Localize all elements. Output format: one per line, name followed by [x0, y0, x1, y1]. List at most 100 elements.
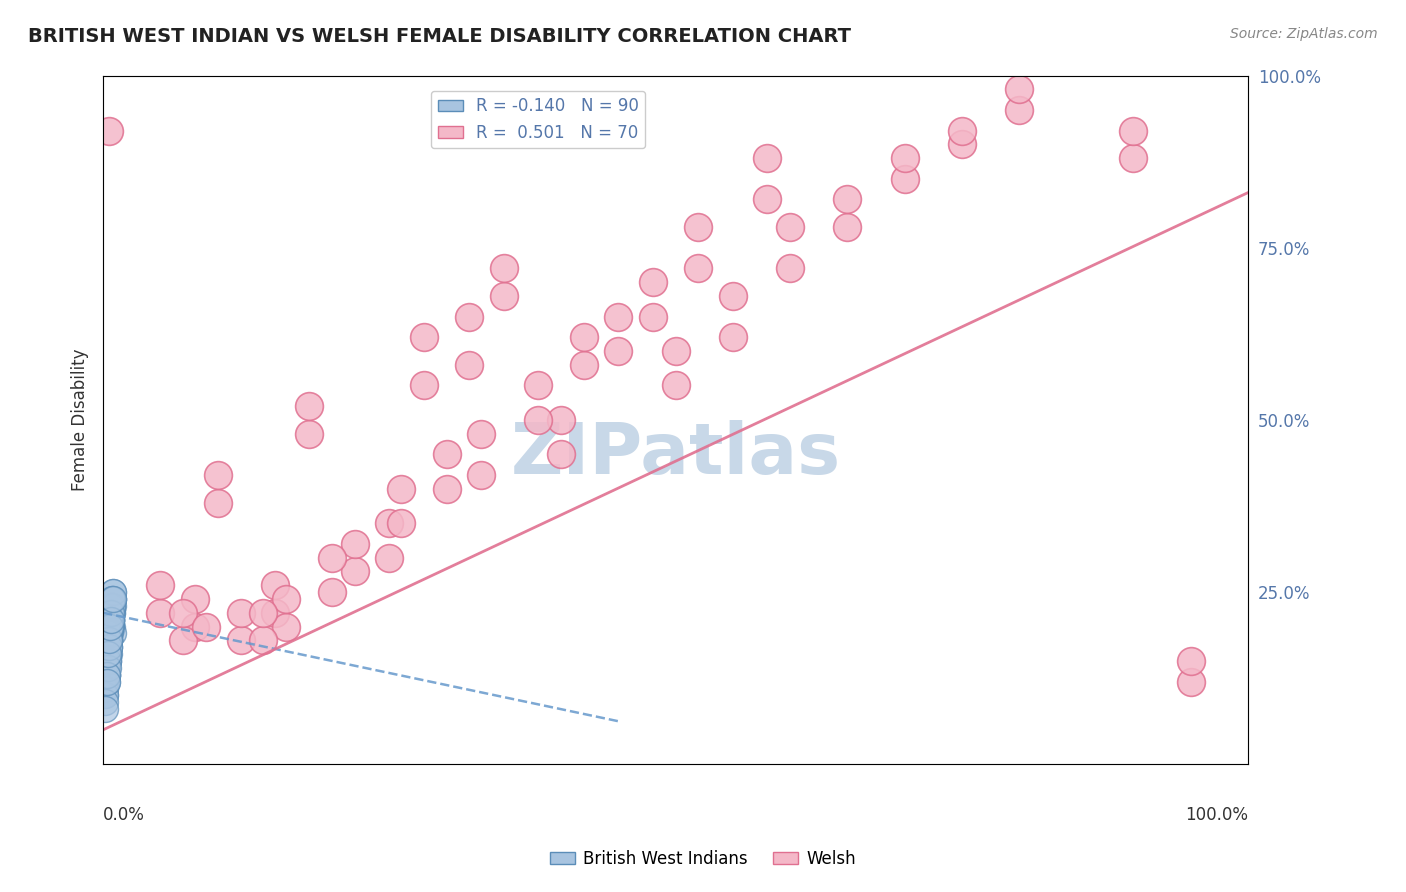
Point [94, 695, 117, 709]
Point [527, 413, 550, 427]
Point [98, 619, 121, 633]
Point [103, 591, 125, 606]
Point [103, 585, 125, 599]
Legend: British West Indians, Welsh: British West Indians, Welsh [543, 844, 863, 875]
Point [101, 619, 124, 633]
Text: Source: ZipAtlas.com: Source: ZipAtlas.com [1230, 27, 1378, 41]
Point [94, 661, 117, 675]
Point [172, 606, 194, 620]
Point [97, 626, 120, 640]
Point [721, 330, 744, 344]
Point [97, 626, 120, 640]
Point [100, 613, 122, 627]
Point [100, 619, 122, 633]
Point [96, 667, 118, 681]
Point [756, 193, 779, 207]
Point [98, 599, 121, 613]
Point [298, 426, 321, 441]
Point [94, 702, 117, 716]
Point [97, 123, 120, 137]
Point [98, 619, 121, 633]
Point [276, 619, 298, 633]
Point [98, 619, 121, 633]
Point [98, 613, 121, 627]
Point [149, 578, 172, 592]
Point [688, 261, 710, 276]
Point [893, 171, 915, 186]
Point [98, 619, 121, 633]
Point [101, 599, 124, 613]
Point [664, 344, 686, 359]
Point [389, 482, 412, 496]
Point [100, 613, 122, 627]
Point [98, 619, 121, 633]
Point [572, 330, 595, 344]
Point [103, 626, 125, 640]
Point [97, 654, 120, 668]
Point [436, 447, 458, 461]
Point [195, 619, 218, 633]
Point [97, 640, 120, 655]
Point [950, 123, 973, 137]
Point [101, 606, 124, 620]
Point [96, 654, 118, 668]
Point [263, 578, 285, 592]
Point [94, 689, 117, 703]
Point [950, 137, 973, 152]
Point [412, 330, 434, 344]
Point [378, 516, 401, 531]
Point [837, 193, 859, 207]
Legend: R = -0.140   N = 90, R =  0.501   N = 70: R = -0.140 N = 90, R = 0.501 N = 70 [430, 91, 645, 148]
Point [183, 619, 205, 633]
Point [97, 654, 120, 668]
Point [98, 613, 121, 627]
Point [97, 647, 120, 661]
Text: BRITISH WEST INDIAN VS WELSH FEMALE DISABILITY CORRELATION CHART: BRITISH WEST INDIAN VS WELSH FEMALE DISA… [28, 27, 851, 45]
Point [688, 220, 710, 235]
Point [96, 674, 118, 689]
Point [103, 585, 125, 599]
Point [779, 220, 801, 235]
Point [183, 591, 205, 606]
Point [98, 619, 121, 633]
Point [96, 654, 118, 668]
Point [607, 344, 630, 359]
Point [97, 633, 120, 648]
Point [458, 310, 481, 324]
Point [101, 606, 124, 620]
Point [100, 606, 122, 620]
Point [97, 640, 120, 655]
Point [98, 619, 121, 633]
Point [550, 447, 572, 461]
Point [97, 647, 120, 661]
Point [389, 516, 412, 531]
Point [98, 613, 121, 627]
Point [492, 289, 515, 303]
Y-axis label: Female Disability: Female Disability [72, 349, 89, 491]
Point [207, 495, 229, 509]
Point [470, 426, 492, 441]
Point [101, 591, 124, 606]
Point [1122, 151, 1144, 165]
Point [97, 633, 120, 648]
Point [94, 674, 117, 689]
Text: 0.0%: 0.0% [103, 805, 145, 823]
Point [229, 606, 252, 620]
Point [96, 667, 118, 681]
Point [96, 661, 118, 675]
Point [252, 606, 274, 620]
Point [343, 537, 366, 551]
Point [321, 550, 343, 565]
Point [97, 640, 120, 655]
Point [1180, 674, 1202, 689]
Point [97, 633, 120, 648]
Point [97, 633, 120, 648]
Point [298, 399, 321, 413]
Point [779, 261, 801, 276]
Point [97, 640, 120, 655]
Point [641, 275, 664, 289]
Point [97, 647, 120, 661]
Point [103, 599, 125, 613]
Point [1122, 123, 1144, 137]
Text: 100.0%: 100.0% [1185, 805, 1249, 823]
